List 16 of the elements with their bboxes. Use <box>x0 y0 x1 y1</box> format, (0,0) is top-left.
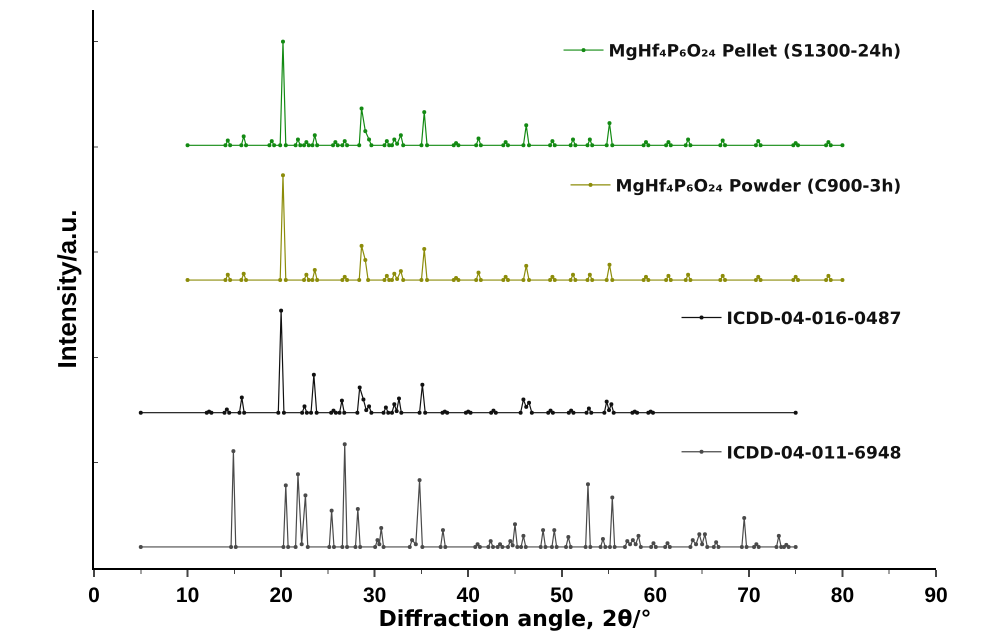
y-axis-title: Intensity/a.u. <box>52 210 82 368</box>
x-tick-label: 10 <box>176 584 200 607</box>
x-tick-label: 70 <box>737 584 761 607</box>
x-tick-label: 0 <box>88 584 100 607</box>
x-tick-label: 90 <box>924 584 948 607</box>
legend-label: ICDD-04-016-0487 <box>726 309 902 330</box>
x-axis-title: Diffraction angle, 2θ/° <box>378 606 652 632</box>
legend-label: ICDD-04-011-6948 <box>726 443 902 464</box>
x-tick-label: 50 <box>550 584 574 607</box>
legend-label: MgHf₄P₆O₂₄ Powder (C900-3h) <box>616 176 902 196</box>
legend-label: MgHf₄P₆O₂₄ Pellet (S1300-24h) <box>608 42 901 62</box>
x-tick-label: 40 <box>456 584 480 607</box>
x-tick-label: 80 <box>830 584 854 607</box>
x-tick-label: 30 <box>362 584 386 607</box>
x-tick-label: 20 <box>269 584 293 607</box>
x-tick-label: 60 <box>644 584 668 607</box>
